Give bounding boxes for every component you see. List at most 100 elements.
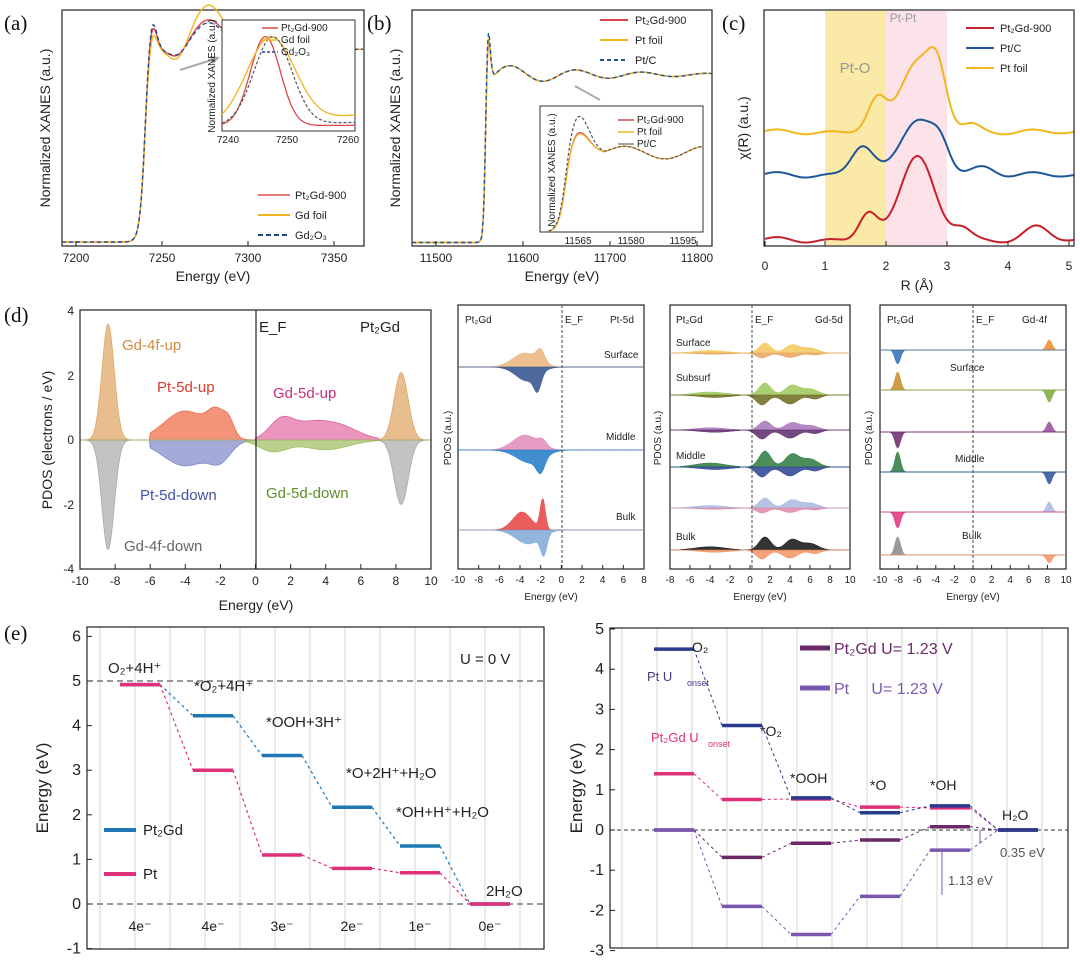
panel-c-legend: Pt₂Gd-900 Pt/C Pt foil — [966, 23, 1051, 75]
panel-a-xticks: 7200 7250 7300 7350 — [63, 241, 348, 265]
e-left-ytick-label: 5 — [72, 673, 81, 690]
e-right-ytick-label: -3 — [590, 943, 604, 960]
d-pt5d-xt-label: 2 — [579, 575, 585, 586]
d-gd5d-axes — [669, 304, 851, 570]
panel-c-axes — [763, 9, 1075, 247]
panel-a-axes — [61, 9, 365, 247]
c-series-ptc — [764, 118, 1075, 179]
c-xtick-label: 2 — [883, 259, 890, 273]
e-right-ytick-label: 5 — [595, 621, 604, 638]
e-left-axes — [86, 626, 545, 950]
d-ytick: -4 — [63, 562, 74, 576]
e-right-connector — [899, 805, 931, 814]
panel-label-b: (b) — [367, 11, 392, 35]
d-gd4f-layer: Surface — [950, 363, 985, 374]
d-gd4f-xt-label: -6 — [913, 575, 922, 586]
a-inset-xtick: 7250 — [276, 135, 299, 146]
d-gd5d-areas-layer-dn — [670, 507, 850, 514]
d-main-xtick-label: -8 — [110, 574, 121, 588]
d-pt5d-areas-layer-dn — [458, 449, 644, 475]
d-main-xtick-label: 8 — [393, 574, 400, 588]
d-pt5d-areas-layer-dn — [458, 366, 644, 393]
d-pt5d-xt-label: 0 — [559, 575, 565, 586]
d-gd4f-xticks: -10 -8 -6 -4 -2 0 2 4 6 8 10 — [873, 565, 1072, 586]
d-gd5d-layer: Bulk — [676, 532, 696, 543]
a-inset-legend: Gd₂O₃ — [281, 47, 310, 58]
d-pt5d-layer: Bulk — [616, 512, 636, 523]
d-main-title: Pt₂Gd — [360, 319, 400, 336]
d-gd4f-xt-label: 2 — [989, 575, 995, 586]
e-right-legend-entry: Pt U= 1.23 V — [834, 681, 943, 698]
d-gd4f-fermi: E_F — [976, 315, 994, 326]
d-gd5d-xticks: -8 -6 -4 -2 0 2 4 6 8 10 — [666, 565, 856, 586]
a-xlabel: Energy (eV) — [176, 268, 251, 284]
d-main-xlabel: Energy (eV) — [219, 597, 294, 613]
panel-b-inset: 11565 11580 11595 Normalized XANES (a.u.… — [539, 105, 704, 247]
b-series-ptc — [412, 32, 713, 244]
d-pt5d-xt-label: -8 — [474, 575, 483, 586]
d-pt5d-xt-label: 8 — [641, 575, 647, 586]
d-main-xtick-label: 0 — [252, 574, 259, 588]
d-gd4f-layer: Bulk — [962, 531, 982, 542]
b-inset-legend: Pt₂Gd-900 — [637, 115, 684, 126]
d-pt5d-xt-label: -4 — [516, 575, 525, 586]
d-gd4f-xt-label: 10 — [1060, 575, 1072, 586]
d-gd5d-xt-label: 6 — [807, 575, 813, 586]
d-sub-pt5d: Pt₂Gd E_F Pt-5d Surface Middle Bulk -10-… — [443, 304, 647, 603]
b-xtick-label: 11600 — [507, 251, 540, 265]
d-gd5d-xt-label: 0 — [747, 575, 753, 586]
d-gd5d-title-left: Pt₂Gd — [676, 315, 703, 326]
d-ytick: -2 — [63, 498, 74, 512]
b-inset-legend: Pt foil — [637, 127, 662, 138]
b-inset-arrow — [574, 85, 601, 101]
d-gd5d-xt-label: 8 — [827, 575, 833, 586]
a-legend-entry: Gd foil — [295, 210, 327, 222]
e-left-connector — [371, 867, 401, 874]
panel-b: (b) 11500 11600 11700 11800 Energy (eV) … — [367, 9, 714, 284]
c-legend-entry: Pt₂Gd-900 — [1000, 23, 1051, 35]
d-gd4f-xt-label: 6 — [1026, 575, 1032, 586]
d-gd5d-layers — [670, 342, 850, 560]
e-right-step: *O₂ — [760, 723, 782, 739]
d-label-gd5d-down: Gd-5d-down — [266, 485, 349, 502]
e-left-legend-entry: Pt — [143, 866, 158, 883]
d-pt5d-xt-label: -10 — [451, 575, 466, 586]
panel-a-legend: Pt₂Gd-900 Gd foil Gd₂O₃ — [258, 190, 346, 242]
c-legend-entry: Pt foil — [1000, 63, 1028, 75]
panel-label-a: (a) — [4, 11, 27, 35]
e-right-step: *OH — [930, 777, 956, 793]
e-right-annot: onset — [708, 739, 731, 749]
e-left-connector — [301, 755, 333, 808]
e-right-connector — [969, 829, 999, 851]
d-gd5d-xt-label: -8 — [666, 575, 675, 586]
d-sub-gd4f: Pt₂Gd E_F Gd-4f Surface Middle Bulk -10-… — [864, 304, 1072, 603]
d-gd5d-layer: Subsurf — [676, 373, 711, 384]
c-legend-entry: Pt/C — [1000, 43, 1021, 55]
b-legend-entry: Pt foil — [635, 35, 663, 47]
d-main-ylabel: PDOS (electrons / eV) — [39, 371, 55, 510]
b-legend-entry: Pt₂Gd-900 — [635, 15, 686, 27]
e-left-ytick-label: 3 — [72, 762, 81, 779]
d-gd4f-xt-label: 4 — [1007, 575, 1013, 586]
e-left-step: *O₂+4H⁺ — [194, 678, 253, 695]
b-ylabel: Normalized XANES (a.u.) — [387, 49, 403, 208]
d-main-xtick-label: -2 — [215, 574, 226, 588]
d-gd5d-title-right: Gd-5d — [815, 315, 843, 326]
e-left-title: U = 0 V — [460, 651, 510, 668]
a-inset-frame — [221, 19, 356, 132]
b-inset-ylabel: Normalized XANES (a.u.) — [547, 113, 558, 226]
c-series-pt2gd — [764, 154, 1075, 244]
e-right-connector — [761, 725, 792, 799]
e-right-yticks: -3 -2 -1 0 1 2 3 4 5 — [590, 621, 615, 960]
e-left-legend-entry: Pt₂Gd — [143, 822, 183, 839]
e-right-step: H₂O — [1002, 807, 1029, 823]
panel-b-legend: Pt₂Gd-900 Pt foil Pt/C — [600, 15, 686, 67]
d-main-xticks: -10 -8 -6 -4 -2 0 2 4 6 8 10 — [71, 564, 438, 588]
c-region-pt-o — [825, 11, 886, 245]
d-ytick: 2 — [67, 369, 74, 383]
d-gd5d-xt-label: 10 — [844, 575, 856, 586]
e-right-connector — [899, 806, 931, 809]
e-left-ytick-label: 4 — [72, 718, 81, 735]
e-left-ytick-label: 0 — [72, 896, 81, 913]
e-left-connector — [159, 684, 194, 771]
